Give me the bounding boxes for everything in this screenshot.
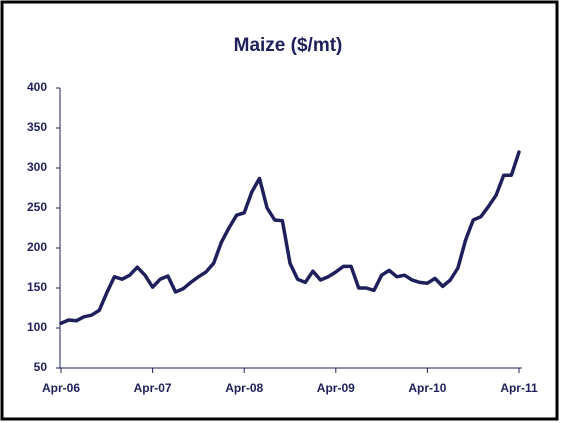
y-tick-label: 100 [27, 320, 47, 334]
x-tick-label: Apr-11 [500, 381, 538, 395]
line [59, 150, 521, 325]
chart-title: Maize ($/mt) [234, 35, 343, 56]
y-tick-label: 50 [34, 360, 48, 374]
x-tick-label: Apr-09 [317, 381, 355, 395]
y-tick-label: 250 [27, 200, 47, 214]
x-tick-label: Apr-07 [134, 381, 172, 395]
y-tick-label: 400 [27, 80, 47, 94]
y-tick-label: 350 [27, 120, 47, 134]
y-tick-label: 300 [27, 160, 47, 174]
y-tick-label: 200 [27, 240, 47, 254]
x-tick-label: Apr-06 [42, 381, 80, 395]
y-tick-label: 150 [27, 280, 47, 294]
x-tick-label: Apr-10 [408, 381, 446, 395]
x-tick-label: Apr-08 [225, 381, 263, 395]
